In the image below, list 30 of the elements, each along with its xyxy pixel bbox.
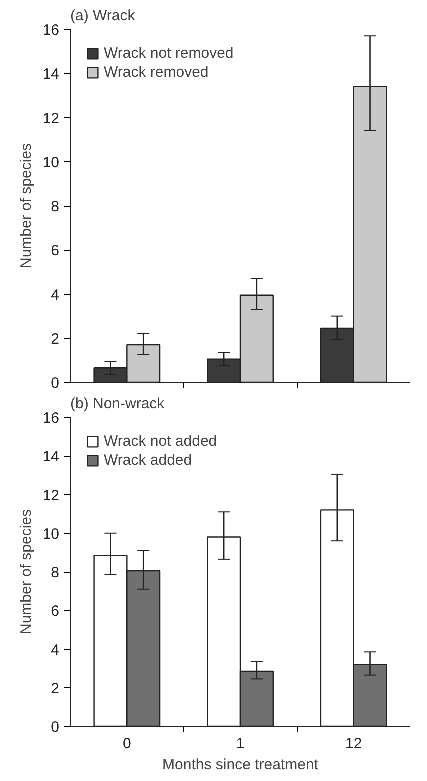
y-tick-label: 16 [42, 410, 60, 427]
y-tick-label: 6 [51, 242, 60, 260]
y-tick-label: 8 [51, 198, 60, 216]
y-tick-label: 2 [51, 330, 60, 348]
chart-title: (b) Non-wrack [70, 396, 166, 412]
y-tick-label: 12 [42, 487, 60, 504]
y-tick-label: 14 [42, 66, 60, 84]
y-tick-label: 10 [42, 154, 60, 172]
y-tick-label: 0 [51, 375, 60, 392]
x-tick-label: 0 [122, 736, 132, 752]
legend-label: Wrack not removed [104, 45, 234, 62]
y-axis-title: Number of species [18, 509, 35, 635]
x-axis-title: Months since treatment [162, 756, 320, 774]
y-tick-label: 8 [51, 564, 60, 582]
x-tick-label: 1 [236, 736, 245, 752]
y-tick-label: 10 [42, 526, 60, 543]
legend-label: Wrack added [104, 452, 192, 469]
y-tick-label: 12 [42, 110, 60, 128]
y-axis-title: Number of species [18, 143, 35, 269]
legend-label: Wrack not added [104, 433, 218, 450]
x-tick-label: 12 [345, 736, 362, 752]
y-tick-label: 4 [51, 642, 60, 659]
y-tick-label: 0 [51, 719, 60, 736]
y-tick-label: 14 [42, 448, 60, 466]
chart-title: (a) Wrack [70, 8, 136, 24]
y-tick-label: 2 [51, 680, 60, 698]
y-tick-label: 16 [42, 22, 60, 39]
y-tick-label: 4 [51, 286, 60, 304]
legend-label: Wrack removed [104, 64, 209, 81]
y-tick-label: 6 [51, 603, 60, 620]
